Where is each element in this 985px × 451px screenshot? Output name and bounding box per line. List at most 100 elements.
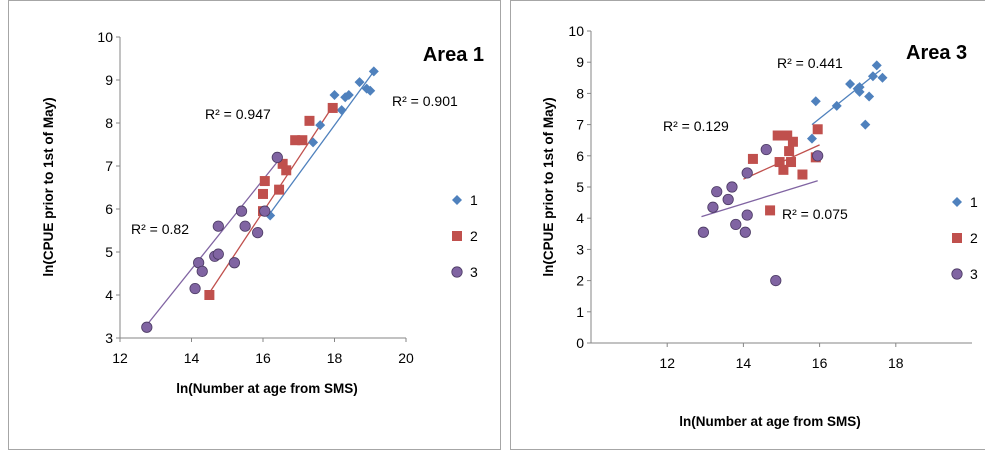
y-tick-label: 9 <box>105 72 113 88</box>
trend-line-series-3 <box>144 156 282 328</box>
data-point-series-1 <box>864 91 875 102</box>
legend-label: 3 <box>470 264 478 280</box>
data-point-series-3 <box>770 274 782 287</box>
y-tick-label: 8 <box>105 115 113 131</box>
r2-label-series-2: R² = 0.947 <box>205 106 271 122</box>
legend-marker-series-3 <box>451 266 463 278</box>
data-point-series-3 <box>271 151 283 163</box>
data-point-series-3 <box>741 167 753 179</box>
data-point-series-1 <box>860 119 871 130</box>
x-tick-label: 14 <box>736 355 752 371</box>
data-point-series-1 <box>354 77 365 88</box>
y-tick-label: 4 <box>105 287 113 303</box>
legend-marker-series-2 <box>452 231 462 241</box>
data-point-series-3 <box>697 226 709 238</box>
trend-line-series-3 <box>701 180 818 218</box>
y-tick-label: 2 <box>576 273 584 289</box>
legend-entry-1: 1 <box>952 194 978 210</box>
legend-label: 2 <box>970 230 978 246</box>
data-point-series-2 <box>274 184 285 195</box>
data-point-series-3 <box>707 201 719 213</box>
data-point-series-2 <box>774 157 785 168</box>
y-tick-label: 0 <box>576 335 584 351</box>
data-point-series-3 <box>739 226 751 238</box>
data-point-series-1 <box>368 66 379 77</box>
y-tick-label: 3 <box>576 241 584 257</box>
legend-entry-1: 1 <box>452 192 478 208</box>
data-point-series-1 <box>308 137 319 148</box>
legend-entry-2: 2 <box>452 228 478 244</box>
data-point-series-2 <box>784 146 795 157</box>
data-point-series-2 <box>772 130 783 141</box>
y-tick-label: 10 <box>97 29 113 45</box>
data-point-series-2 <box>787 136 798 147</box>
data-point-series-1 <box>336 105 347 116</box>
data-point-series-2 <box>258 188 268 199</box>
legend-label: 1 <box>470 192 478 208</box>
x-tick-label: 12 <box>659 355 675 371</box>
data-point-series-1 <box>810 96 821 107</box>
legend-entry-3: 3 <box>451 264 478 280</box>
y-tick-label: 4 <box>576 210 584 226</box>
legend-marker-series-1 <box>452 195 462 205</box>
series-3-points <box>697 143 824 287</box>
x-tick-label: 20 <box>398 350 414 366</box>
y-tick-label: 9 <box>576 54 584 70</box>
y-tick-label: 6 <box>105 201 113 217</box>
data-point-series-3 <box>196 265 208 277</box>
data-point-series-1 <box>867 71 878 82</box>
chart-panel-area-3: 0 1 2 3 4 5 6 7 8 9 10 12 14 16 18 ln(Number at age fro… <box>510 0 985 450</box>
r2-label-series-1: R² = 0.901 <box>392 93 458 109</box>
chart-title: Area 3 <box>906 42 967 64</box>
r2-label-series-3: R² = 0.075 <box>782 206 848 222</box>
x-tick-label: 16 <box>255 350 271 366</box>
data-point-series-3 <box>235 205 248 217</box>
legend-entry-2: 2 <box>952 230 978 246</box>
r2-label-series-3: R² = 0.82 <box>131 221 189 237</box>
data-point-series-3 <box>259 205 271 217</box>
data-point-series-3 <box>212 220 224 232</box>
data-point-series-1 <box>365 85 376 96</box>
trend-line-series-2 <box>208 103 336 294</box>
data-point-series-3 <box>239 220 251 232</box>
data-point-series-3 <box>212 248 224 260</box>
data-point-series-2 <box>747 153 758 164</box>
y-tick-label: 3 <box>105 330 113 346</box>
data-point-series-2 <box>778 164 789 175</box>
y-tick-label: 10 <box>568 23 584 39</box>
x-tick-label: 12 <box>112 350 128 366</box>
x-tick-label: 16 <box>812 355 828 371</box>
data-point-series-2 <box>765 205 776 216</box>
data-point-series-2 <box>281 165 292 176</box>
data-point-series-1 <box>845 79 856 90</box>
x-tick-label: 18 <box>327 350 343 366</box>
data-point-series-3 <box>228 257 240 269</box>
data-point-series-2 <box>290 135 301 146</box>
data-point-series-2 <box>204 290 215 300</box>
y-tick-label: 6 <box>576 148 584 164</box>
y-tick-label: 1 <box>576 304 584 320</box>
data-point-series-2 <box>304 115 315 126</box>
legend-entry-3: 3 <box>951 266 978 282</box>
r2-label-series-1: R² = 0.441 <box>777 55 843 71</box>
data-point-series-2 <box>259 176 270 187</box>
data-point-series-3 <box>730 218 742 231</box>
data-point-series-3 <box>722 193 734 206</box>
x-tick-label: 14 <box>184 350 200 366</box>
y-tick-label: 7 <box>105 158 113 174</box>
x-axis-label: ln(Number at age from SMS) <box>679 414 861 429</box>
data-point-series-1 <box>877 72 888 83</box>
chart-title: Area 1 <box>423 44 484 66</box>
legend-label: 3 <box>970 266 978 282</box>
data-point-series-1 <box>806 133 817 144</box>
data-point-series-3 <box>189 282 201 295</box>
data-point-series-3 <box>711 186 723 198</box>
r2-label-series-2: R² = 0.129 <box>663 118 729 134</box>
series-3-points <box>141 151 283 333</box>
data-point-series-2 <box>812 124 823 135</box>
data-point-series-3 <box>760 143 772 156</box>
y-tick-label: 5 <box>105 244 113 260</box>
data-point-series-3 <box>252 227 264 239</box>
